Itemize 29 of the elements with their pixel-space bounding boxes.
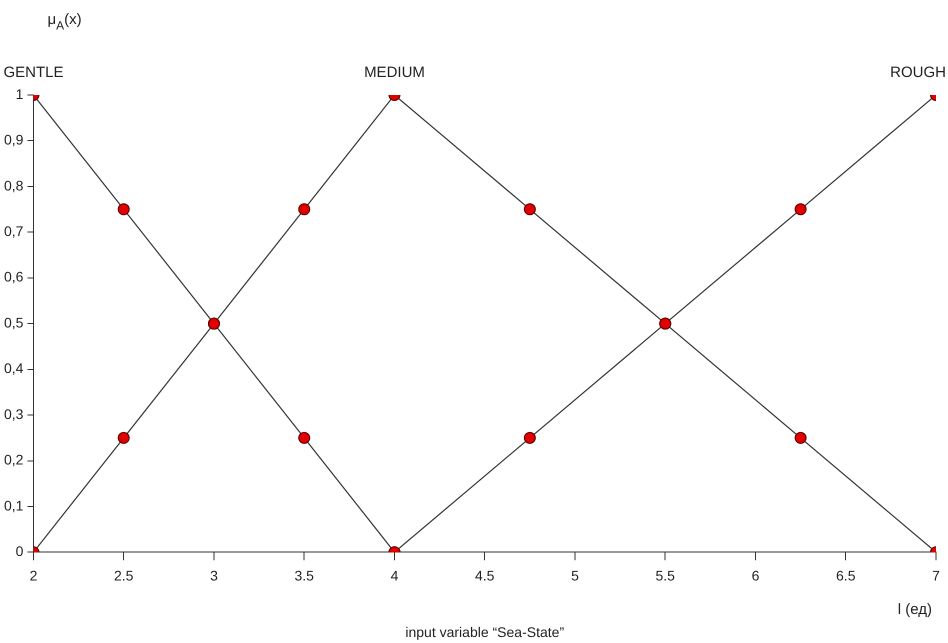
- y-tick-label: 0,7: [4, 223, 24, 240]
- x-tick-label: 6: [752, 567, 760, 584]
- x-tick-label: 4: [390, 567, 399, 584]
- x-tick-label: 3: [210, 567, 218, 584]
- y-tick-label: 0: [16, 543, 24, 560]
- y-tick-label: 1: [16, 86, 24, 102]
- y-tick-label: 0,9: [4, 132, 24, 148]
- y-tick-label: 0,6: [4, 268, 24, 285]
- x-tick-label: 2: [30, 567, 38, 584]
- y-tick-label: 0,2: [4, 452, 24, 468]
- x-tick-label: 3.5: [294, 567, 314, 584]
- point: [524, 432, 536, 444]
- x-tick-label: 7: [932, 567, 940, 584]
- series-label: ROUGH: [890, 64, 946, 81]
- y-tick-label: 0,1: [4, 497, 24, 514]
- x-tick-label: 6.5: [836, 567, 856, 584]
- x-tick-label: 2.5: [114, 567, 134, 584]
- x-tick-label: 4.5: [474, 567, 495, 584]
- y-tick-label: 0,8: [4, 177, 24, 194]
- text: l (ед): [898, 601, 932, 618]
- y-tick-label: 0,5: [4, 314, 24, 330]
- x-tick-label: 5: [571, 567, 580, 584]
- y-tick-label: 0,3: [4, 406, 24, 422]
- y-tick-label: 0,4: [4, 360, 24, 376]
- x-tick-label: 5.5: [656, 567, 676, 584]
- series-label: MEDIUM: [364, 64, 425, 81]
- x-axis-title: input variable “Sea-State”: [405, 624, 564, 640]
- point: [118, 432, 130, 444]
- series-label: GENTLE: [3, 64, 64, 81]
